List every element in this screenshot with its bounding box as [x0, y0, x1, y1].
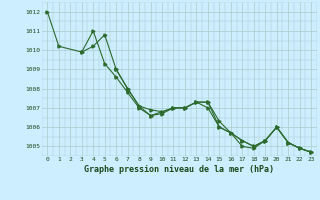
X-axis label: Graphe pression niveau de la mer (hPa): Graphe pression niveau de la mer (hPa) — [84, 165, 274, 174]
